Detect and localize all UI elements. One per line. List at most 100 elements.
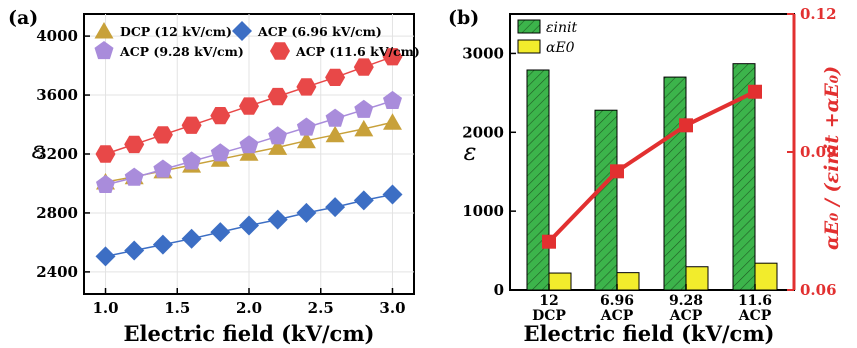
legend-label: ACP (6.96 kV/cm) xyxy=(257,24,382,39)
legend-marker xyxy=(270,42,290,60)
panel-b-ylabel: ε xyxy=(464,138,477,166)
x-tick-label: 2.0 xyxy=(236,299,262,317)
ratio-point xyxy=(748,84,762,99)
data-point xyxy=(325,68,346,86)
y-tick-label: 3200 xyxy=(36,145,78,163)
data-point xyxy=(267,209,288,230)
data-point xyxy=(124,240,145,261)
legend-item: αE0 xyxy=(517,39,575,56)
data-point xyxy=(182,151,202,170)
data-point xyxy=(296,202,317,223)
data-point xyxy=(95,145,116,163)
panel-b-ticks: 01000200030000.060.090.1212DCP6.96ACP9.2… xyxy=(462,5,836,324)
x-tick-label: 9.28 xyxy=(669,293,703,309)
series-4 xyxy=(95,48,403,163)
panel-b-label: (b) xyxy=(448,7,479,29)
bar-alpha-e0 xyxy=(685,266,709,291)
bar-eps-init xyxy=(732,63,756,291)
data-point xyxy=(181,228,202,249)
bar-eps-init xyxy=(663,76,687,291)
x-tick-label: 2.5 xyxy=(308,299,334,317)
panel-b: 01000200030000.060.090.1212DCP6.96ACP9.2… xyxy=(448,5,843,346)
bar-group xyxy=(526,69,572,291)
bar-group xyxy=(732,63,778,291)
data-point xyxy=(383,113,402,130)
y-tick-label: 2800 xyxy=(36,204,78,222)
panel-a-legend: DCP (12 kV/cm) ACP (6.96 kV/cm) ACP (9.28 … xyxy=(94,21,420,60)
data-point xyxy=(153,159,173,178)
data-point xyxy=(210,222,231,243)
bar-alpha-e0 xyxy=(754,262,778,291)
legend-marker xyxy=(232,21,252,41)
legend-label: αE0 xyxy=(546,40,575,56)
data-point xyxy=(382,48,403,66)
x-tick-label: 3.0 xyxy=(379,299,405,317)
panel-b-y2label: αE₀ / (εinit +αE₀) xyxy=(821,66,843,250)
data-point xyxy=(210,107,231,125)
panel-a-ticks: 1.0 1.5 2.0 2.5 3.0 2400 2800 3200 3600 4000 xyxy=(36,27,405,317)
y2-tick-label: 0.06 xyxy=(800,281,837,299)
data-point xyxy=(239,215,259,236)
data-point xyxy=(325,108,345,127)
data-point xyxy=(152,234,173,255)
legend-item: ACP (9.28 kV/cm) xyxy=(94,41,244,60)
bar-alpha-e0 xyxy=(548,272,572,291)
legend-label: εinit xyxy=(546,20,577,36)
ratio-line xyxy=(547,89,756,244)
x-tick-label: 12 xyxy=(539,293,558,309)
legend-label: ACP (9.28 kV/cm) xyxy=(119,44,244,59)
data-point xyxy=(239,135,259,154)
x-tick-label: 6.96 xyxy=(600,293,634,309)
legend-label: DCP (12 kV/cm) xyxy=(120,24,232,39)
data-point xyxy=(382,184,403,205)
data-point xyxy=(124,167,144,186)
panel-a-xlabel: Electric field (kV/cm) xyxy=(124,321,375,346)
legend-marker xyxy=(94,41,114,60)
data-point xyxy=(325,125,345,143)
panel-a-label: (a) xyxy=(8,7,38,29)
x-tick-sublabel: DCP xyxy=(532,308,566,324)
legend-swatch xyxy=(517,19,541,34)
data-point xyxy=(267,87,288,106)
data-point xyxy=(268,138,288,155)
legend-item: ACP (6.96 kV/cm) xyxy=(232,21,382,41)
legend-item: εinit xyxy=(517,19,577,36)
series-3 xyxy=(96,90,402,193)
y-tick-label: 2000 xyxy=(462,123,504,141)
y2-tick-label: 0.12 xyxy=(800,5,837,23)
panel-b-xlabel: Electric field (kV/cm) xyxy=(524,321,775,346)
series-2 xyxy=(95,184,403,267)
data-point xyxy=(353,58,374,76)
ratio-point xyxy=(679,118,693,133)
x-tick-sublabel: ACP xyxy=(738,308,772,324)
panel-a-ylabel: ε xyxy=(32,136,45,164)
legend-label: ACP (11.6 kV/cm) xyxy=(295,44,420,59)
panel-b-ratio-line xyxy=(542,84,762,249)
y-tick-label: 0 xyxy=(494,281,504,299)
data-point xyxy=(354,119,374,137)
data-point xyxy=(296,131,316,149)
panel-a: 1.0 1.5 2.0 2.5 3.0 2400 2800 3200 3600 4000 DCP … xyxy=(8,7,420,346)
x-tick-label: 11.6 xyxy=(738,293,772,309)
y-tick-label: 4000 xyxy=(36,27,78,45)
x-tick-sublabel: ACP xyxy=(600,308,634,324)
bar-group xyxy=(594,109,640,291)
data-point xyxy=(239,97,259,115)
y-tick-label: 1000 xyxy=(462,202,504,220)
x-tick-sublabel: ACP xyxy=(669,308,703,324)
data-point xyxy=(296,117,316,136)
x-tick-label: 1.0 xyxy=(92,299,118,317)
bar-eps-init xyxy=(526,69,550,291)
y-tick-label: 3000 xyxy=(462,44,504,62)
data-point xyxy=(268,126,288,145)
x-tick-label: 1.5 xyxy=(164,299,190,317)
ratio-point xyxy=(610,164,624,179)
data-point xyxy=(210,143,230,162)
data-point xyxy=(325,197,346,218)
data-point xyxy=(353,190,374,211)
legend-item: DCP (12 kV/cm) xyxy=(94,22,232,39)
panel-a-series xyxy=(95,48,403,267)
data-point xyxy=(96,174,115,193)
y2-tick-label: 0.09 xyxy=(800,143,837,161)
